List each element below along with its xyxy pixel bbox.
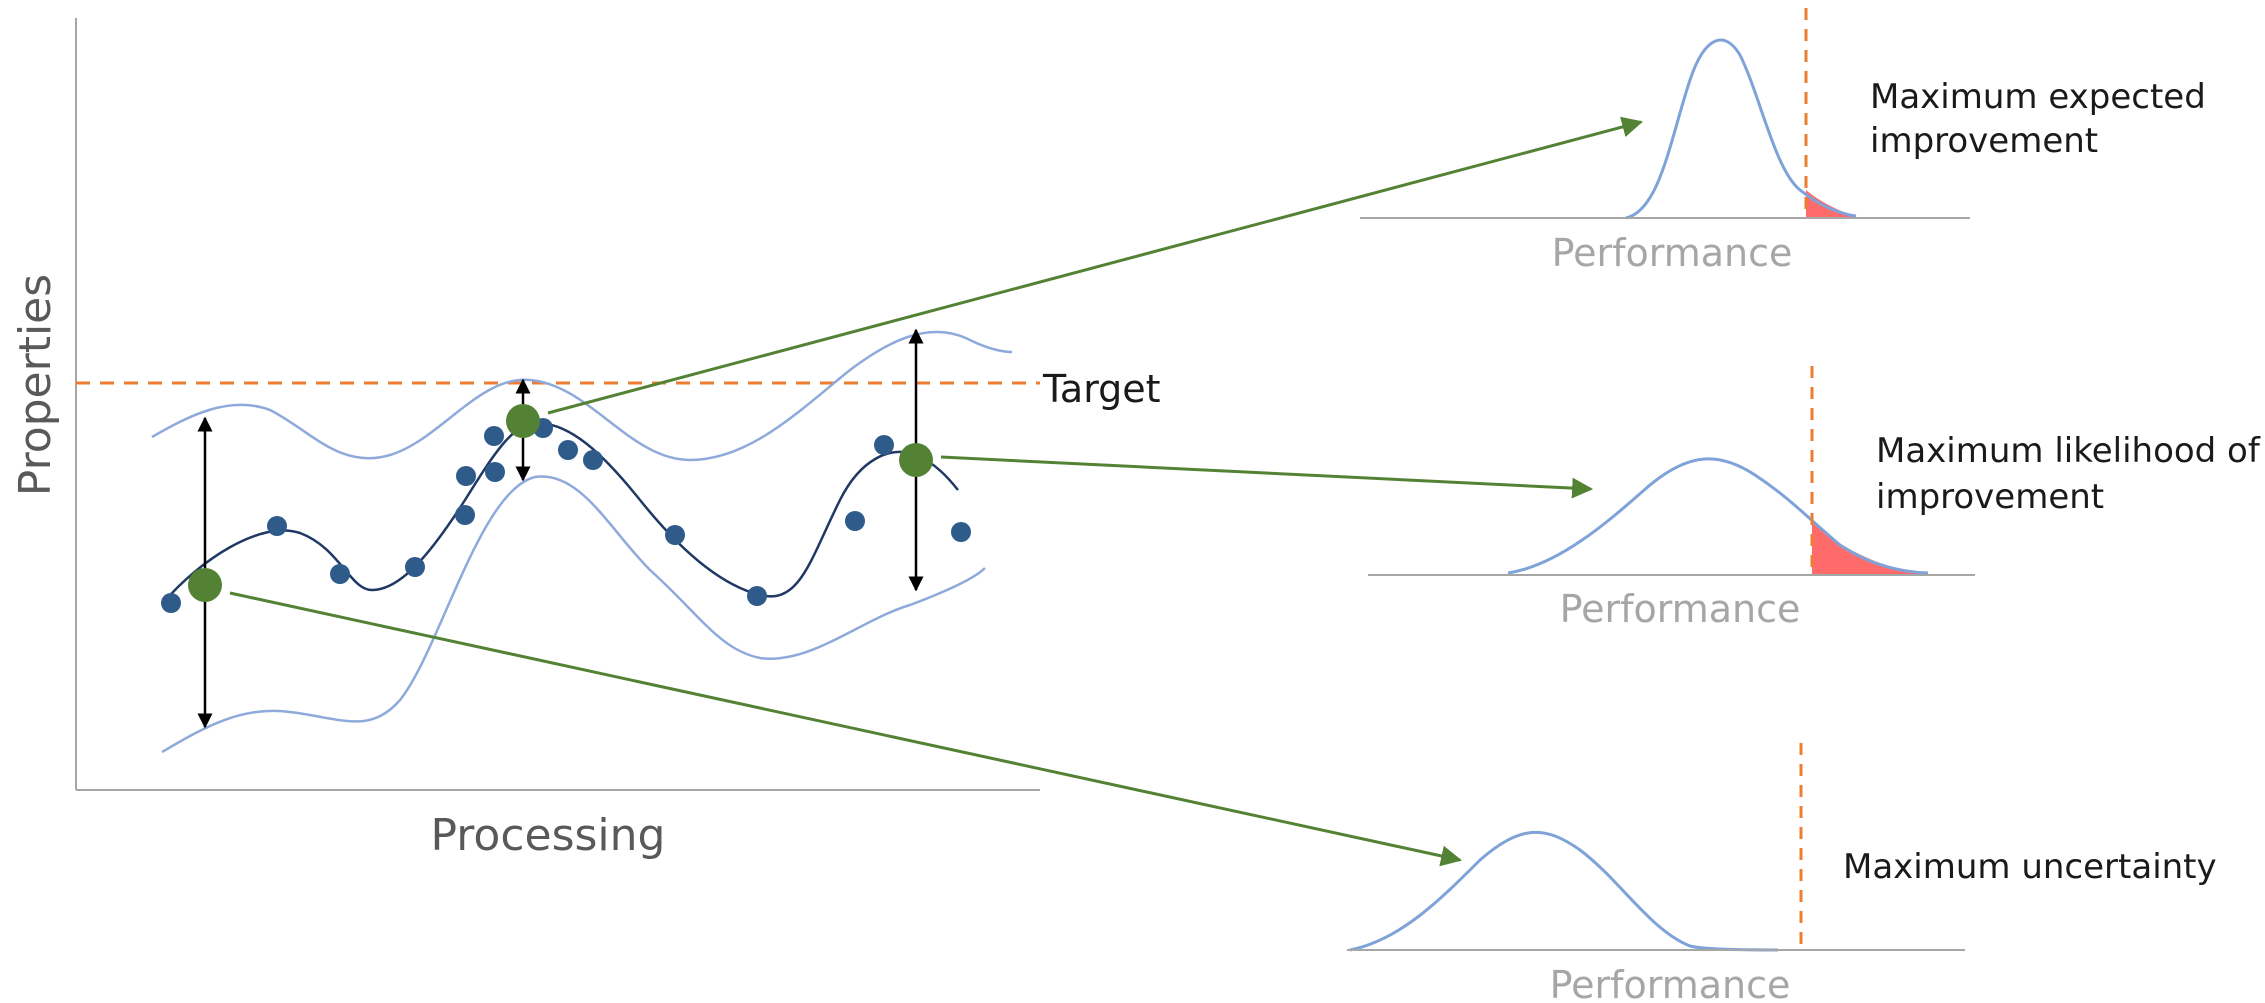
observation-point <box>951 522 971 542</box>
arrow-to-expected-improvement <box>547 116 1644 415</box>
main-plot: Properties Processing Target <box>10 18 1161 861</box>
observation-point <box>874 435 894 455</box>
panel-expected-improvement: Performance Maximum expected improvement <box>1360 8 2206 275</box>
arrow-to-uncertainty <box>229 591 1463 867</box>
observation-point <box>583 450 603 470</box>
lower-confidence-bound <box>161 475 986 754</box>
tail-fill <box>1812 522 1925 575</box>
distribution-curve <box>1625 38 1857 220</box>
panel-title-line2: improvement <box>1870 121 2098 161</box>
candidate-point-uncertainty <box>188 568 222 602</box>
panel-uncertainty: Performance Maximum uncertainty <box>1347 743 2217 1003</box>
observation-point <box>405 557 425 577</box>
panel-axis-label: Performance <box>1550 963 1791 1003</box>
observation-point <box>558 440 578 460</box>
observations <box>161 418 971 613</box>
panel-axis-label: Performance <box>1552 231 1793 275</box>
observation-point <box>161 593 181 613</box>
panel-title-line1: Maximum likelihood of <box>1876 431 2261 471</box>
connector-arrows <box>229 116 1644 867</box>
observation-point <box>485 462 505 482</box>
candidate-point-likelihood <box>899 443 933 477</box>
observation-point <box>747 586 767 606</box>
panel-title-line1: Maximum expected <box>1870 77 2206 117</box>
observation-point <box>330 564 350 584</box>
observation-point <box>455 505 475 525</box>
panel-likelihood: Performance Maximum likelihood of improv… <box>1368 366 2261 631</box>
candidate-point-expected-improvement <box>506 404 540 438</box>
observation-point <box>267 516 287 536</box>
panel-axis-label: Performance <box>1560 587 1801 631</box>
observation-point <box>665 525 685 545</box>
distribution-curve <box>1507 457 1929 575</box>
target-label: Target <box>1042 367 1161 411</box>
observation-point <box>845 511 865 531</box>
panel-title-line1: Maximum uncertainty <box>1843 847 2217 887</box>
observation-point <box>456 466 476 486</box>
arrow-to-likelihood <box>940 455 1594 499</box>
y-axis-label: Properties <box>10 274 61 496</box>
tail-fill <box>1806 190 1856 218</box>
observation-point <box>484 426 504 446</box>
x-axis-label: Processing <box>431 810 666 861</box>
panel-title-line2: improvement <box>1876 477 2104 517</box>
distribution-curve <box>1349 830 1779 952</box>
mean-curve <box>162 421 959 604</box>
